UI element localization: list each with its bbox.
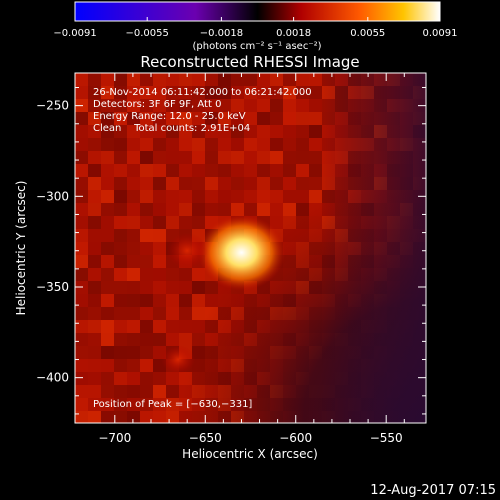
heatmap [75,73,426,423]
colorbar-tick-label: 0.0055 [350,28,385,39]
colorbar-tick-label: −0.0018 [200,28,243,39]
plot-frame [74,72,427,424]
x-axis: −700 −650 −600 −550 [98,73,405,445]
annotation-time: 26-Nov-2014 06:11:42.000 to 06:21:42.000 [93,87,312,98]
colorbar-tick-label: −0.0091 [53,28,96,39]
x-axis-label: Heliocentric X (arcsec) [182,447,318,461]
colorbar-tick-label: 0.0091 [423,28,458,39]
y-tick-label: −300 [36,189,69,203]
chart-title: Reconstructed RHESSI Image [140,53,359,71]
y-axis: −250 −300 −350 −400 [36,87,426,415]
annotation-detectors: Detectors: 3F 6F 9F, Att 0 [93,99,221,110]
y-tick-label: −250 [36,99,69,113]
x-tick-label: −700 [98,431,131,445]
x-tick-label: −600 [279,431,312,445]
annotation-peak: Position of Peak = [−630,−331] [93,399,252,410]
colorbar-ticks: −0.0091 −0.0055 −0.0018 0.0018 0.0055 0.0091 [53,17,458,39]
annotation-clean: Clean Total counts: 2.91E+04 [93,123,250,134]
peak-source [197,214,286,291]
y-tick-label: −350 [36,280,69,294]
annotation-energy: Energy Range: 12.0 - 25.0 keV [93,111,246,122]
colorbar [74,1,441,22]
colorbar-tick-label: 0.0018 [276,28,311,39]
secondary-source [166,233,208,269]
y-tick-label: −400 [36,371,69,385]
x-tick-label: −650 [189,431,222,445]
footer-date: 12-Aug-2017 07:15 [370,483,496,498]
colorbar-tick-label: −0.0055 [126,28,169,39]
y-axis-label: Heliocentric Y (arcsec) [14,181,28,316]
colorbar-units: (photons cm⁻² s⁻¹ asec⁻²) [192,41,321,52]
secondary-source [161,344,195,375]
x-tick-label: −550 [370,431,403,445]
